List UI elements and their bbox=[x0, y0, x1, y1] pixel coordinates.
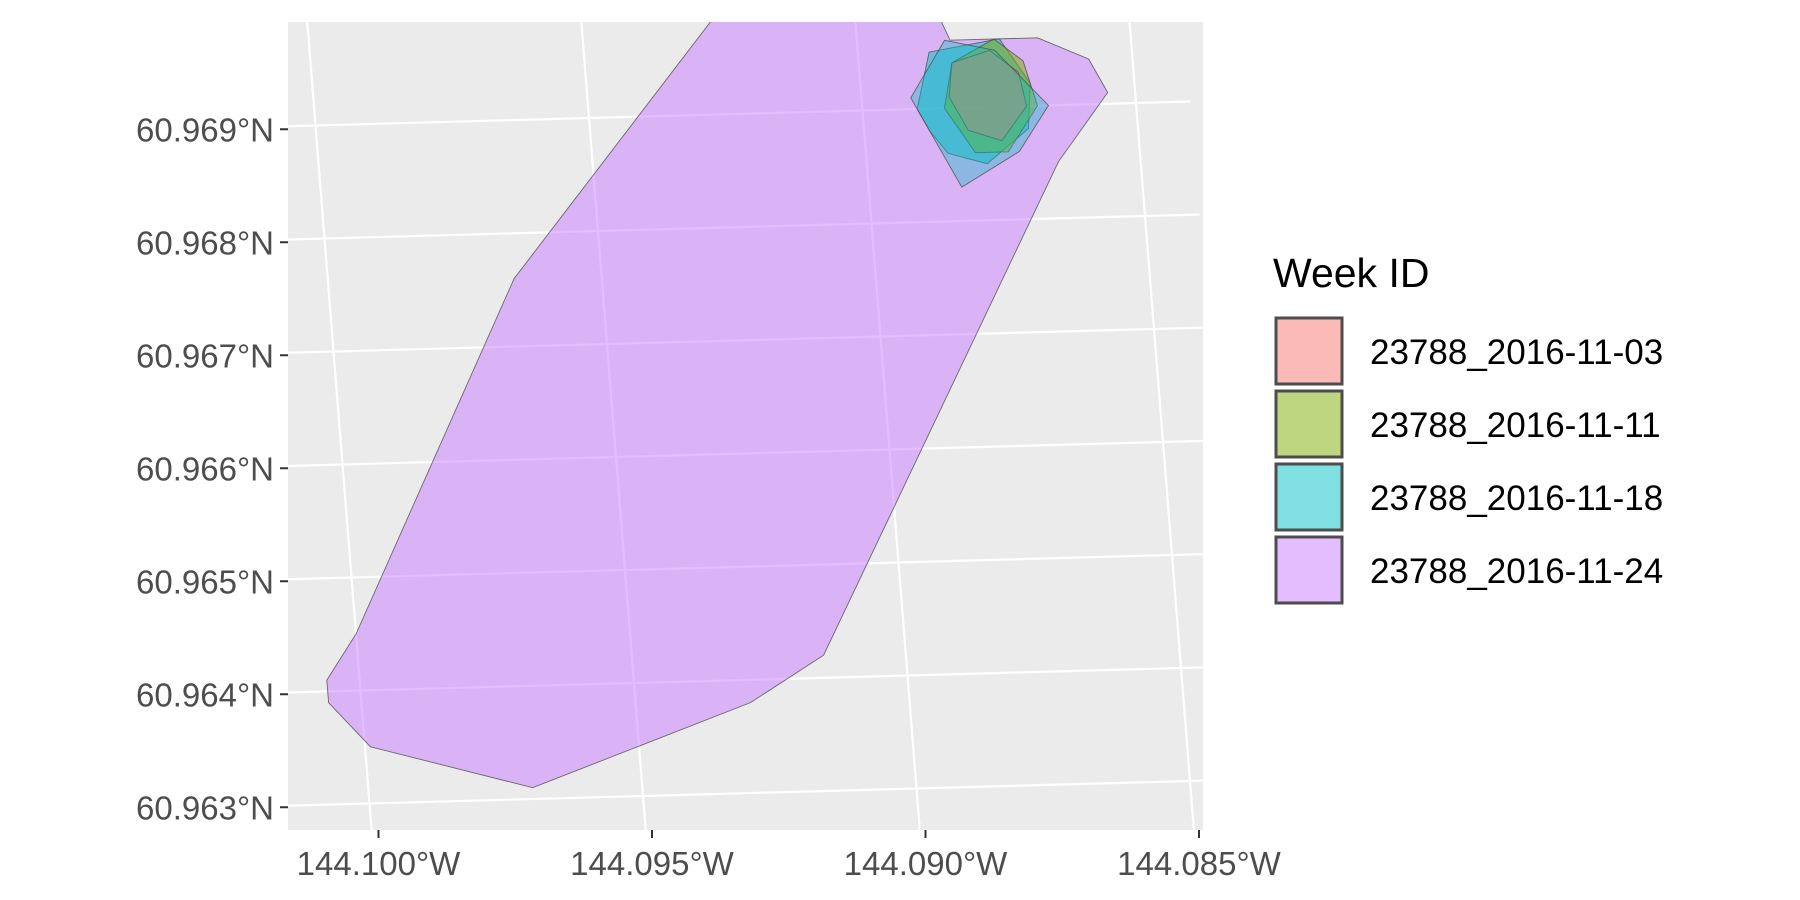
legend-key-0 bbox=[1274, 316, 1344, 386]
grid-line-lon-0 bbox=[306, 22, 373, 830]
polygon-23788-2016-11-03 bbox=[948, 49, 1028, 142]
legend-title: Week ID bbox=[1273, 250, 1429, 296]
axis-ticks: 60.963°N 60.964°N 60.965°N 60.966°N 60.967°N… bbox=[136, 111, 1282, 882]
y-tick-label-3: 60.966°N bbox=[136, 450, 274, 487]
x-tick-label-3: 144.085°W bbox=[1117, 845, 1281, 882]
y-tick-label-2: 60.965°N bbox=[136, 563, 274, 600]
y-tick-label-6: 60.969°N bbox=[136, 111, 274, 148]
legend: Week ID 23788_2016-11-03 23788_2016-11-11… bbox=[1273, 250, 1663, 605]
polygon-23788-2016-11-24 bbox=[326, 22, 1109, 789]
x-tick-label-0: 144.100°W bbox=[297, 845, 461, 882]
y-tick-label-0: 60.963°N bbox=[136, 789, 274, 826]
y-tick-label-5: 60.968°N bbox=[136, 224, 274, 261]
legend-label-2: 23788_2016-11-18 bbox=[1370, 479, 1663, 518]
grid-line-lon-3 bbox=[1128, 22, 1196, 830]
legend-label-1: 23788_2016-11-11 bbox=[1370, 406, 1661, 445]
polygon-23788-2016-11-18 bbox=[910, 39, 1050, 188]
y-tick-label-4: 60.967°N bbox=[136, 337, 274, 374]
legend-key-2 bbox=[1274, 462, 1344, 532]
y-tick-label-1: 60.964°N bbox=[136, 676, 274, 713]
legend-label-0: 23788_2016-11-03 bbox=[1370, 333, 1663, 372]
grid-line-lat-0 bbox=[288, 779, 1203, 807]
legend-key-3 bbox=[1274, 535, 1344, 605]
legend-label-3: 23788_2016-11-24 bbox=[1370, 552, 1663, 591]
polygons-layer bbox=[326, 22, 1109, 789]
x-tick-label-2: 144.090°W bbox=[844, 845, 1008, 882]
x-tick-label-1: 144.095°W bbox=[570, 845, 734, 882]
legend-key-1 bbox=[1274, 389, 1344, 459]
